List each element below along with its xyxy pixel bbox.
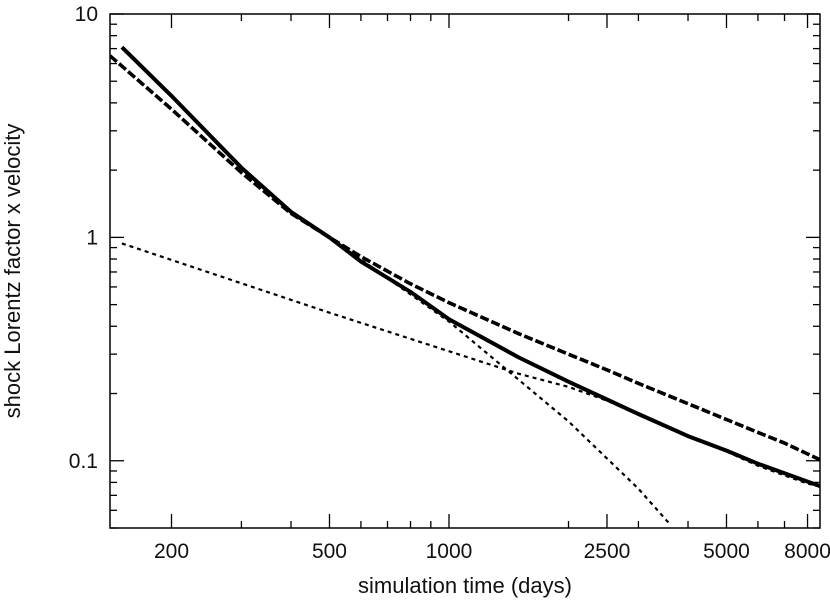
series-line-dotted-3 xyxy=(121,242,820,488)
x-tick-label: 200 xyxy=(154,540,189,563)
series-line-dashed-2 xyxy=(110,54,820,462)
x-tick-label: 1000 xyxy=(426,540,473,563)
series-layer xyxy=(110,45,820,525)
series-line-solid-1 xyxy=(120,45,820,488)
y-tick-label: 1 xyxy=(86,226,98,249)
x-tick-label: 500 xyxy=(312,540,347,563)
series-line-dotted-4 xyxy=(328,236,671,525)
x-tick-label: 5000 xyxy=(703,540,750,563)
plot-frame xyxy=(109,13,821,529)
x-axis-label: simulation time (days) xyxy=(358,573,572,598)
tick-labels-layer: 200 500 1000 2500 5000 8000 10 1 0.1 xyxy=(69,3,830,563)
y-tick-label: 10 xyxy=(75,3,98,26)
y-axis-label: shock Lorentz factor x velocity xyxy=(0,124,25,419)
y-tick-label: 0.1 xyxy=(69,450,98,473)
x-tick-label: 2500 xyxy=(584,540,631,563)
x-tick-label: 8000 xyxy=(784,540,830,563)
ticks-layer xyxy=(110,13,820,529)
